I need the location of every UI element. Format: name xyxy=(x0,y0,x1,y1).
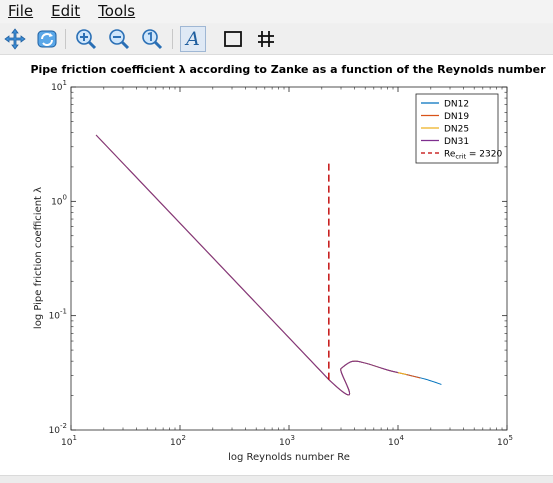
y-tick-label: 10-1 xyxy=(49,308,67,322)
pan-icon xyxy=(4,28,26,50)
x-tick-label: 101 xyxy=(61,434,77,448)
zoom-reset-button[interactable] xyxy=(139,26,165,52)
series-layer xyxy=(95,134,442,396)
y-tick-label: 101 xyxy=(51,79,67,93)
y-ticks: 10-2 10-1 100 101 xyxy=(49,79,507,436)
menu-edit-label: Edit xyxy=(51,2,81,20)
grid-icon xyxy=(258,31,274,47)
x-axis-label: log Reynolds number Re xyxy=(228,452,350,463)
pan-button[interactable] xyxy=(2,26,28,52)
rotate-button[interactable] xyxy=(34,26,60,52)
zoom-out-icon xyxy=(109,29,130,50)
zoom-reset-icon xyxy=(142,29,163,50)
chart: Pipe friction coefficient λ according to… xyxy=(30,63,546,463)
toolbar-separator xyxy=(65,29,66,49)
menu-tools[interactable]: Tools xyxy=(98,0,135,23)
y-axis-label: log Pipe friction coefficient λ xyxy=(33,187,44,329)
text-insert-button[interactable]: A xyxy=(180,26,206,52)
toolbar-separator xyxy=(172,29,173,49)
y-tick-label: 10-2 xyxy=(49,422,67,436)
x-tick-label: 104 xyxy=(388,434,404,448)
zoom-out-button[interactable] xyxy=(106,26,132,52)
menu-tools-label: Tools xyxy=(98,2,136,20)
x-ticks: 101 102 103 104 105 xyxy=(61,87,513,448)
x-tick-label: 102 xyxy=(170,434,186,448)
axes-box-button[interactable] xyxy=(220,26,246,52)
toolbar: A xyxy=(0,24,553,55)
legend-label-dn25: DN25 xyxy=(444,125,469,135)
grid-button[interactable] xyxy=(253,26,279,52)
figure-canvas[interactable]: Pipe friction coefficient λ according to… xyxy=(0,55,553,475)
legend-label-dn31: DN31 xyxy=(444,137,469,147)
zoom-in-icon xyxy=(76,29,97,50)
series-line-dn31 xyxy=(95,134,399,396)
menu-file[interactable]: File xyxy=(8,0,33,23)
zoom-in-button[interactable] xyxy=(73,26,99,52)
x-tick-label: 105 xyxy=(497,434,513,448)
menu-file-label: File xyxy=(8,2,34,20)
legend[interactable]: DN12 DN19 DN25 DN31 Recrit = 2320 xyxy=(415,93,502,164)
text-insert-icon: A xyxy=(186,28,200,50)
legend-label-dn19: DN19 xyxy=(444,112,469,122)
status-strip xyxy=(0,475,553,483)
menu-bar: File Edit Tools xyxy=(0,0,553,23)
y-tick-label: 100 xyxy=(51,193,67,207)
x-tick-label: 103 xyxy=(279,434,295,448)
chart-title: Pipe friction coefficient λ according to… xyxy=(30,63,546,76)
menu-edit[interactable]: Edit xyxy=(51,0,80,23)
legend-label-dn12: DN12 xyxy=(444,100,469,110)
rotate-icon xyxy=(37,30,57,48)
axes-box-icon xyxy=(224,31,242,47)
legend-label-critical: Recrit = 2320 xyxy=(444,150,502,161)
